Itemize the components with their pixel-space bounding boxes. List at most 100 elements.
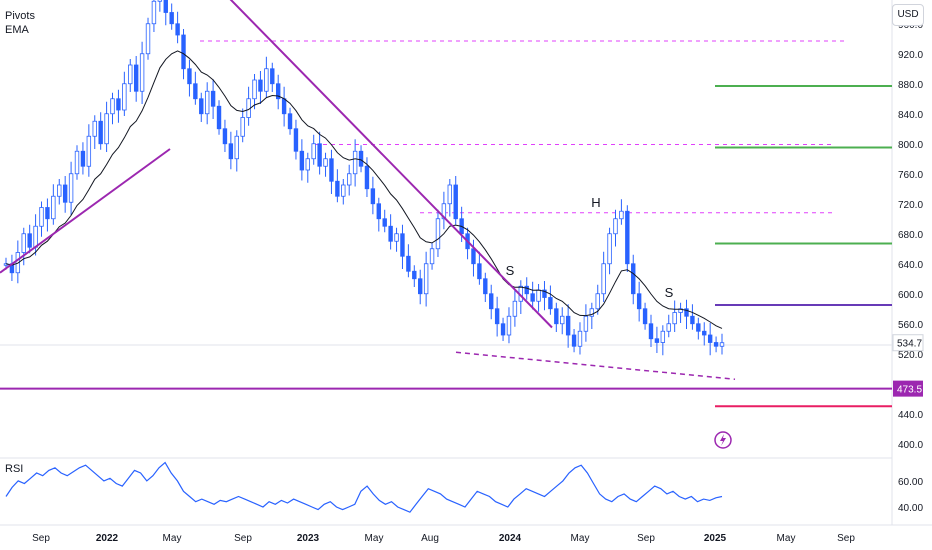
- candle-body: [423, 263, 429, 295]
- candle-body: [595, 293, 600, 310]
- currency-button[interactable]: USD: [892, 4, 924, 26]
- time-tick: 2024: [499, 533, 522, 544]
- candle-body: [193, 83, 198, 100]
- candle-body: [317, 143, 322, 167]
- candle-body: [128, 64, 133, 85]
- price-tick: 600.0: [898, 290, 923, 301]
- candle-body: [86, 135, 92, 167]
- candle-body: [133, 64, 139, 92]
- time-tick: Sep: [637, 533, 655, 544]
- candle-body: [447, 184, 453, 205]
- pattern-label-2: S: [665, 285, 674, 300]
- candle-body: [583, 315, 589, 332]
- candle-body: [27, 233, 32, 248]
- candle-body: [453, 184, 458, 220]
- pattern-label-0: S: [506, 263, 515, 278]
- candle-body: [702, 330, 707, 336]
- candle-body: [204, 90, 210, 115]
- last-price-label: 534.7: [897, 339, 922, 350]
- candle-body: [51, 195, 56, 220]
- time-tick: 2022: [96, 533, 119, 544]
- candle-body: [264, 68, 269, 92]
- candle-body: [394, 233, 399, 242]
- candle-body: [506, 315, 512, 336]
- price-tick: 880.0: [898, 80, 923, 91]
- time-tick: 2025: [704, 533, 727, 544]
- candle-body: [323, 158, 328, 167]
- ema-line: [5, 50, 723, 329]
- candle-body: [299, 150, 305, 171]
- candle-body: [412, 270, 417, 280]
- candle-body: [270, 68, 275, 85]
- lightning-icon: [714, 431, 732, 449]
- candle-body: [341, 184, 346, 197]
- candle-body: [376, 203, 381, 220]
- candle-body: [707, 334, 713, 343]
- indicator-rsi-label[interactable]: RSI: [5, 463, 24, 475]
- time-tick: Sep: [234, 533, 252, 544]
- candle-body: [104, 113, 109, 145]
- candle-body: [418, 278, 423, 295]
- candle-body: [477, 263, 482, 280]
- candle-body: [364, 165, 370, 190]
- candle-body: [631, 263, 636, 295]
- candle-body: [163, 0, 168, 13]
- price-tick: 800.0: [898, 140, 923, 151]
- candle-body: [98, 120, 103, 145]
- time-tick: May: [571, 533, 590, 544]
- candle-body: [311, 143, 316, 160]
- downtrend-line: [229, 0, 553, 329]
- candle-body: [157, 0, 163, 2]
- ema-path: [5, 50, 723, 329]
- support-price-label: 473.5: [897, 385, 922, 396]
- candle-body: [68, 173, 74, 203]
- time-tick: May: [777, 533, 796, 544]
- candle-body: [435, 218, 441, 250]
- candle-body: [636, 293, 642, 310]
- candle-body: [352, 150, 358, 175]
- indicator-pivots-label[interactable]: Pivots: [5, 10, 35, 22]
- candles: [3, 0, 725, 356]
- candle-body: [571, 334, 577, 347]
- candle-body: [536, 289, 541, 302]
- candle-body: [512, 300, 518, 317]
- candle-body: [80, 150, 86, 167]
- candle-body: [382, 218, 387, 227]
- candle-body: [57, 184, 62, 197]
- candle-body: [234, 135, 239, 160]
- candle-body: [335, 180, 340, 197]
- candle-body: [530, 293, 535, 302]
- candle-body: [613, 218, 618, 235]
- support-price-box: [893, 380, 923, 397]
- candle-body: [139, 53, 145, 92]
- candle-body: [642, 308, 648, 325]
- candle-body: [305, 158, 310, 171]
- candle-body: [548, 297, 553, 310]
- candle-body: [122, 83, 127, 111]
- candle-body: [370, 188, 376, 205]
- time-tick: Sep: [837, 533, 855, 544]
- price-tick: 440.0: [898, 410, 923, 421]
- candle-body: [577, 330, 583, 347]
- indicator-ema-label[interactable]: EMA: [5, 24, 29, 36]
- price-levels: [0, 40, 892, 408]
- candle-body: [199, 98, 204, 115]
- candle-body: [400, 233, 405, 257]
- candle-body: [293, 128, 299, 152]
- rsi-tick: 60.00: [898, 477, 923, 488]
- candle-body: [74, 150, 80, 175]
- candle-body: [672, 312, 677, 325]
- candle-body: [62, 184, 68, 203]
- candle-body: [151, 0, 157, 25]
- candle-body: [181, 34, 186, 70]
- candle-body: [696, 323, 701, 332]
- rsi-line: [5, 461, 723, 513]
- candle-body: [110, 98, 115, 115]
- lightning-icon-bolt: [720, 434, 726, 446]
- candle-body: [252, 79, 257, 100]
- candle-body: [719, 342, 725, 347]
- candle-body: [21, 233, 26, 253]
- candle-body: [45, 207, 50, 220]
- candle-body: [601, 263, 606, 295]
